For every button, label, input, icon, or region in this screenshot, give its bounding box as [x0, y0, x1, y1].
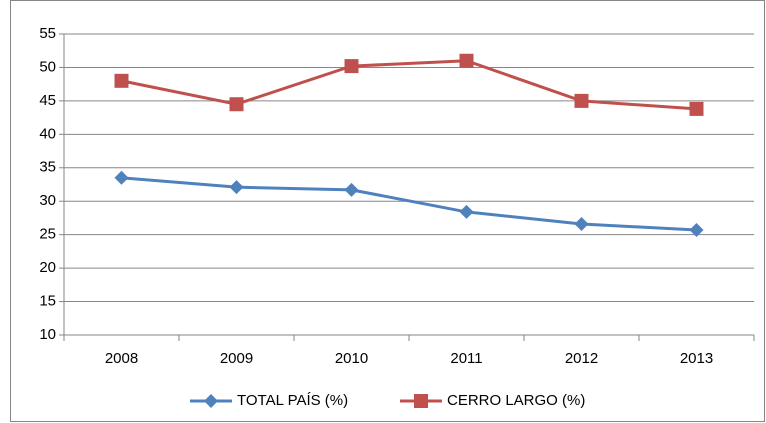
- data-point: [574, 93, 589, 108]
- data-point: [229, 97, 244, 112]
- y-tick-label: 20: [39, 259, 56, 276]
- x-tick-label: 2010: [335, 350, 368, 367]
- data-point: [114, 73, 129, 88]
- data-point: [344, 59, 359, 74]
- data-point: [459, 53, 474, 68]
- data-point: [344, 182, 359, 197]
- y-tick-label: 25: [39, 226, 56, 243]
- y-tick-label: 15: [39, 293, 56, 310]
- y-tick-label: 30: [39, 192, 56, 209]
- legend-marker: [204, 394, 218, 408]
- series-line: [121, 176, 697, 232]
- y-tick-label: 50: [39, 58, 56, 75]
- data-point: [574, 216, 589, 231]
- data-point: [689, 222, 704, 237]
- y-tick-label: 45: [39, 92, 56, 109]
- x-tick-label: 2008: [105, 350, 138, 367]
- legend-marker: [414, 394, 428, 408]
- data-point: [689, 101, 704, 116]
- series-line: [121, 59, 697, 111]
- y-tick-label: 55: [39, 25, 56, 42]
- chart-border: [10, 0, 765, 422]
- legend-label: CERRO LARGO (%): [447, 392, 585, 409]
- data-point: [459, 204, 474, 219]
- x-tick-label: 2011: [450, 350, 482, 367]
- y-tick-label: 40: [39, 125, 56, 142]
- legend-label: TOTAL PAÍS (%): [237, 392, 348, 409]
- y-tick-label: 35: [39, 159, 56, 176]
- x-tick-label: 2012: [565, 350, 598, 367]
- x-tick-label: 2013: [680, 350, 713, 367]
- data-point: [229, 180, 244, 195]
- data-point: [114, 170, 129, 185]
- x-tick-label: 2009: [220, 350, 253, 367]
- y-tick-label: 10: [39, 326, 56, 343]
